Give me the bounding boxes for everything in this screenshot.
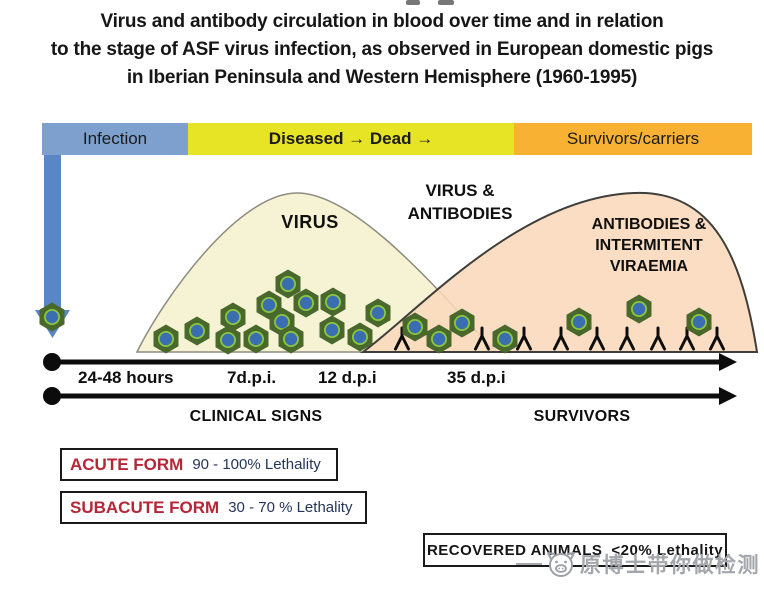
virus-icon bbox=[293, 288, 319, 318]
virus-icon bbox=[626, 294, 652, 324]
antibodies-viraemia-label: ANTIBODIES & INTERMITENT VIRAEMIA bbox=[591, 216, 707, 275]
timeline-arrowhead-icon bbox=[719, 353, 737, 371]
cropped-text-artifact bbox=[438, 0, 454, 5]
virus-icon bbox=[402, 312, 428, 342]
virus-icon bbox=[275, 269, 301, 299]
timeline-arrow-row-2 bbox=[43, 387, 737, 405]
watermark-dash bbox=[516, 563, 542, 565]
antibody-icon bbox=[474, 326, 490, 351]
infection-arrow-shaft bbox=[44, 155, 61, 311]
virus-icon bbox=[449, 308, 475, 338]
virus-icon bbox=[365, 298, 391, 328]
acute-form-name: ACUTE FORM bbox=[70, 454, 184, 474]
stage-label-infection: Infection bbox=[82, 129, 148, 148]
subacute-form-lethality: 30 - 70 % Lethality bbox=[228, 499, 353, 516]
virus-icon bbox=[686, 307, 712, 337]
stage-bar-diseased-dead: Diseased → Dead → bbox=[188, 123, 514, 155]
virus-icon bbox=[215, 325, 241, 355]
recovered-animals-box: RECOVERED ANIMALS <20% Lethality bbox=[423, 533, 727, 567]
virus-icon bbox=[39, 302, 65, 332]
virus-icon bbox=[184, 316, 210, 346]
cropped-text-artifact bbox=[406, 0, 420, 5]
stage-label-survivors-carriers: Survivors/carriers bbox=[566, 129, 700, 148]
subacute-form-name: SUBACUTE FORM bbox=[70, 497, 220, 517]
antibody-icon bbox=[394, 326, 410, 351]
antibody-icon bbox=[516, 326, 532, 351]
virus-icon bbox=[243, 324, 269, 354]
watermark-text: 原博士带你做检测 bbox=[580, 554, 760, 577]
pig-face-icon bbox=[547, 552, 575, 577]
timeline-tick-7dpi: 7d.p.i. bbox=[227, 368, 277, 387]
timeline-tick-12dpi: 12 d.p.i bbox=[318, 368, 377, 387]
virus-icon bbox=[278, 324, 304, 354]
stage-label-diseased-dead: Diseased → Dead → bbox=[268, 129, 434, 148]
recovered-animals-lethality: <20% Lethality bbox=[611, 541, 724, 559]
antibody-icon bbox=[709, 326, 725, 351]
antibody-icon bbox=[650, 326, 666, 351]
virus-icon bbox=[347, 322, 373, 352]
antibody-icon bbox=[589, 326, 605, 351]
acute-form-lethality: 90 - 100% Lethality bbox=[192, 456, 321, 473]
survivors-label: SURVIVORS bbox=[533, 408, 631, 425]
antibody-icon bbox=[553, 326, 569, 351]
timeline-arrow-row-1 bbox=[43, 353, 737, 371]
timeline-tick-35dpi: 35 d.p.i bbox=[447, 368, 506, 387]
virus-icon bbox=[426, 324, 452, 354]
diagram-title: Virus and antibody circulation in blood … bbox=[50, 11, 714, 88]
timeline-tick-24-48-hours: 24-48 hours bbox=[78, 368, 174, 387]
virus-icon bbox=[153, 324, 179, 354]
acute-form-box: ACUTE FORM 90 - 100% Lethality bbox=[60, 448, 338, 481]
virus-icon bbox=[220, 302, 246, 332]
subacute-form-box: SUBACUTE FORM 30 - 70 % Lethality bbox=[60, 491, 367, 524]
virus-icon bbox=[319, 315, 345, 345]
virus-icon bbox=[320, 287, 346, 317]
stage-bar-infection: Infection bbox=[42, 123, 188, 155]
watermark: 原博士带你做检测 bbox=[516, 549, 760, 579]
virus-curve-label: VIRUS bbox=[281, 212, 339, 232]
antibody-icon bbox=[619, 326, 635, 351]
timeline-arrowhead-icon bbox=[719, 387, 737, 405]
virus-icon bbox=[566, 307, 592, 337]
virus-icon bbox=[492, 324, 518, 354]
stage-bar-survivors-carriers: Survivors/carriers bbox=[514, 123, 752, 155]
virus-antibodies-label: VIRUS & ANTIBODIES bbox=[407, 181, 513, 223]
clinical-signs-label: CLINICAL SIGNS bbox=[189, 408, 323, 425]
